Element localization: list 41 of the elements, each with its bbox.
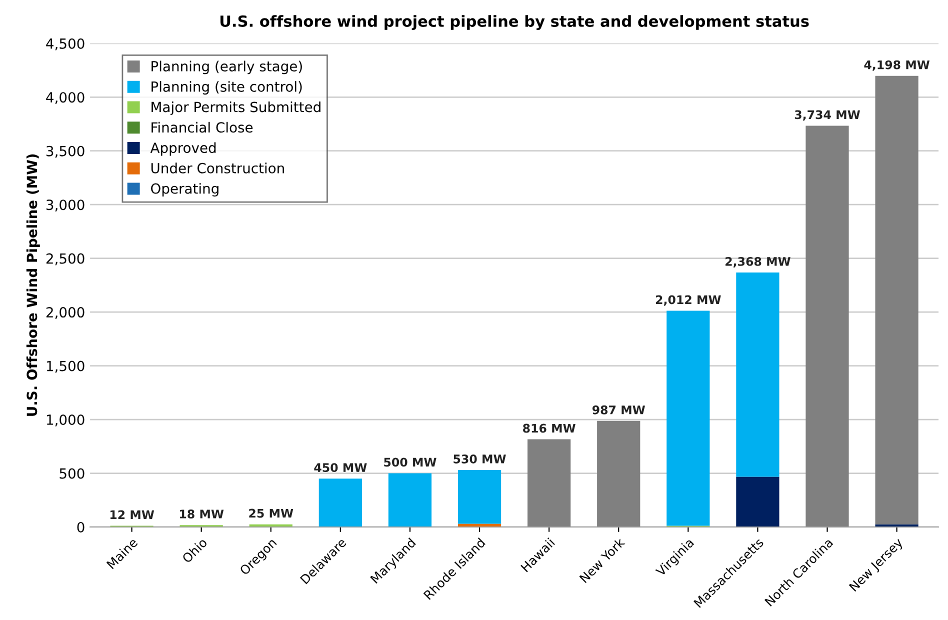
total-label: 816 MW <box>523 424 576 433</box>
total-label: 987 MW <box>592 405 645 414</box>
total-label: 450 MW <box>314 463 367 472</box>
bar <box>875 76 918 524</box>
legend-label: Approved <box>150 142 216 156</box>
total-label: 4,198 MW <box>864 60 930 71</box>
total-label: 18 MW <box>180 510 224 518</box>
legend-label: Financial Close <box>152 122 253 133</box>
y-axis-title: U.S. Offshore Wind Pipeline (MW) <box>26 154 40 416</box>
y-tick-label: 3,500 <box>46 146 84 158</box>
bar <box>736 476 780 527</box>
y-tick-label: 500 <box>60 468 84 479</box>
y-tick-label: 2,000 <box>46 307 84 319</box>
bar <box>388 473 432 527</box>
y-tick-label: 2,500 <box>46 253 84 266</box>
legend-label: Under Construction <box>151 162 284 174</box>
bar <box>666 310 710 526</box>
legend-label: Planning (early stage) <box>152 60 302 74</box>
y-tick-label: 4,500 <box>46 38 84 50</box>
y-tick-label: 0 <box>77 522 84 532</box>
total-label: 3,734 MW <box>794 110 860 121</box>
y-tick-label: 4,000 <box>46 92 84 104</box>
total-label: 2,368 MW <box>726 257 790 268</box>
y-tick-label: 1,500 <box>46 360 84 373</box>
bar <box>736 272 780 477</box>
total-label: 12 MW <box>110 510 154 519</box>
total-label: 2,012 MW <box>656 295 721 306</box>
bar <box>458 470 502 524</box>
y-tick-label: 3,000 <box>46 200 84 212</box>
bar <box>318 478 362 527</box>
legend-label: Operating <box>151 183 218 196</box>
bar <box>528 439 571 527</box>
total-label: 500 MW <box>384 458 436 467</box>
legend-label: Major Permits Submitted <box>152 102 320 115</box>
y-tick-label: 1,000 <box>46 414 84 426</box>
bar <box>597 420 640 527</box>
chart-title: U.S. offshore wind project pipeline by state and development status <box>220 15 809 30</box>
bar <box>806 126 849 527</box>
total-label: 530 MW <box>454 454 506 464</box>
legend-label: Planning (site control) <box>152 81 302 95</box>
total-label: 25 MW <box>249 508 294 518</box>
